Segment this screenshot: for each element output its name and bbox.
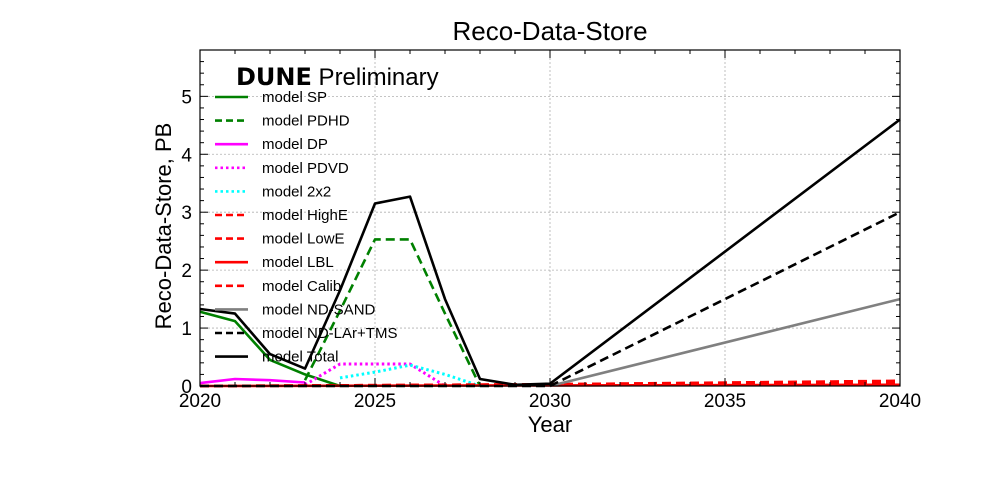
watermark-rest: Preliminary — [312, 64, 439, 91]
watermark-bold: DUNE — [236, 63, 312, 91]
axis-ticks: 2020 2025 2030 2035 2040 0 1 2 3 4 5 — [179, 49, 921, 412]
legend-label-4: model 2x2 — [262, 183, 331, 200]
y-tick-label: 3 — [181, 203, 192, 224]
legend-label-6: model LowE — [262, 231, 345, 248]
series-line-1 — [303, 238, 482, 387]
legend-label-8: model Calib — [262, 278, 341, 295]
legend-label-5: model HighE — [262, 207, 348, 224]
legend-label-7: model LBL — [262, 254, 334, 271]
legend-label-10: model ND-LAr+TMS — [262, 325, 397, 342]
legend-label-2: model DP — [262, 136, 328, 153]
watermark: DUNE Preliminary — [236, 63, 439, 91]
y-tick-label: 5 — [181, 87, 192, 108]
series-line-11 — [199, 118, 901, 387]
x-tick-label: 2020 — [179, 391, 221, 412]
x-tick-label: 2035 — [704, 391, 746, 412]
chart-title: Reco-Data-Store — [452, 16, 647, 46]
y-tick-label: 4 — [181, 145, 192, 166]
series-line-2 — [199, 377, 306, 385]
legend-label-1: model PDHD — [262, 113, 350, 130]
legend-label-9: model ND-SAND — [262, 301, 376, 318]
x-tick-label: 2040 — [879, 391, 921, 412]
series-line-4 — [339, 363, 481, 388]
x-tick-label: 2025 — [354, 391, 396, 412]
x-tick-label: 2030 — [529, 391, 571, 412]
y-tick-label: 0 — [181, 377, 192, 398]
series-line-9 — [549, 297, 901, 388]
legend-label-11: model Total — [262, 349, 338, 366]
legend: model SP model PDHD model DP model PDVD mode… — [215, 89, 397, 366]
y-axis-label: Reco-Data-Store, PB — [151, 123, 176, 330]
y-tick-label: 1 — [181, 319, 192, 340]
legend-label-3: model PDVD — [262, 160, 349, 177]
legend-label-0: model SP — [262, 89, 327, 106]
x-axis-label: Year — [528, 412, 572, 437]
y-tick-label: 2 — [181, 261, 192, 282]
